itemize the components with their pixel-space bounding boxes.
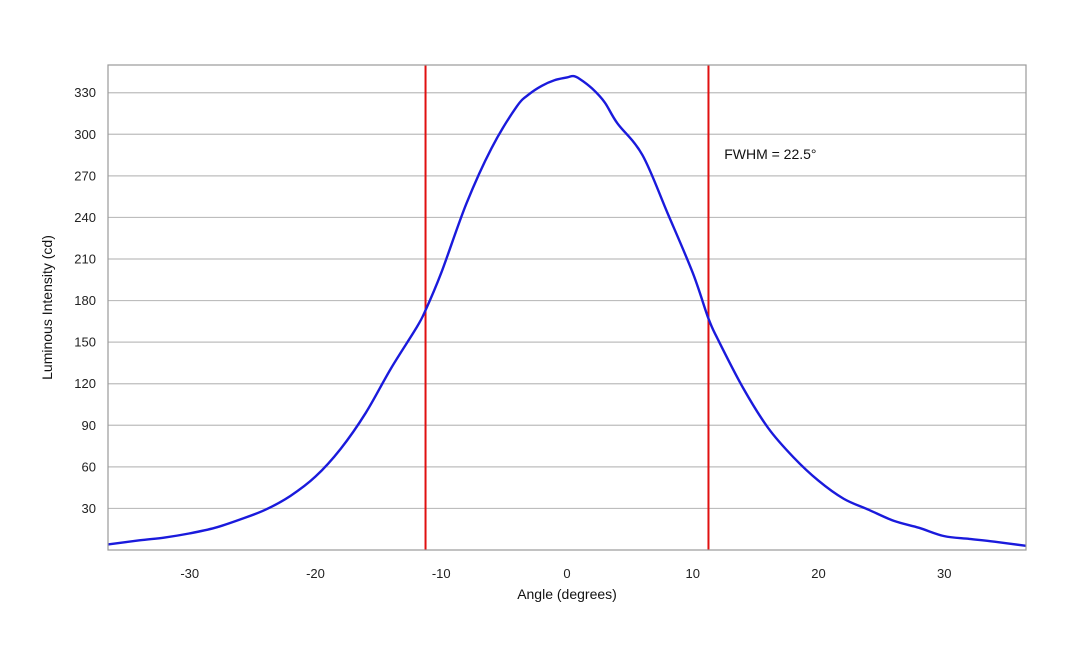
x-tick-label: -30 bbox=[180, 566, 199, 581]
x-tick-label: -20 bbox=[306, 566, 325, 581]
x-tick-labels: -30 -20 -10 0 10 20 30 bbox=[180, 566, 951, 581]
y-tick-label: 210 bbox=[74, 252, 96, 267]
fwhm-annotation: FWHM = 22.5° bbox=[724, 146, 816, 162]
series-layer bbox=[107, 74, 1027, 548]
y-tick-label: 270 bbox=[74, 168, 96, 183]
x-tick-label: 30 bbox=[937, 566, 951, 581]
y-axis-title: Luminous Intensity (cd) bbox=[39, 235, 55, 380]
grid-lines bbox=[108, 92, 1026, 510]
y-tick-labels: 30 60 90 120 150 180 210 240 270 300 330 bbox=[74, 85, 96, 516]
y-tick-label: 240 bbox=[74, 210, 96, 225]
plot-border bbox=[107, 64, 1027, 551]
y-tick-label: 120 bbox=[74, 376, 96, 391]
y-tick-label: 180 bbox=[74, 293, 96, 308]
y-tick-label: 150 bbox=[74, 335, 96, 350]
x-tick-label: 0 bbox=[563, 566, 570, 581]
x-tick-label: -10 bbox=[432, 566, 451, 581]
intensity-curve bbox=[107, 74, 1027, 548]
y-tick-label: 330 bbox=[74, 85, 96, 100]
y-tick-label: 60 bbox=[82, 459, 96, 474]
x-axis-title: Angle (degrees) bbox=[517, 586, 617, 602]
y-tick-label: 300 bbox=[74, 127, 96, 142]
x-tick-label: 10 bbox=[686, 566, 700, 581]
x-tick-label: 20 bbox=[811, 566, 825, 581]
y-tick-label: 90 bbox=[82, 418, 96, 433]
y-tick-label: 30 bbox=[82, 501, 96, 516]
plot-frame bbox=[107, 64, 1027, 551]
